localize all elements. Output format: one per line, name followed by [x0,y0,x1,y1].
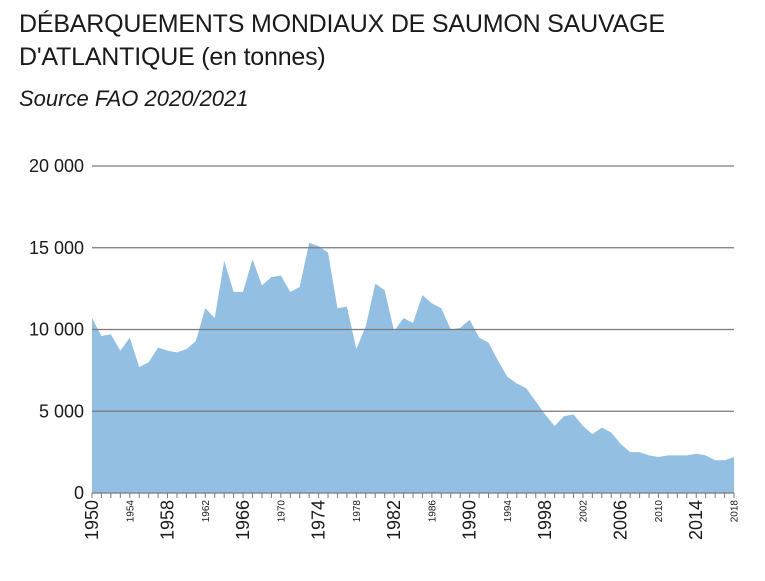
x-tick-label: 1962 [201,500,212,523]
chart-source: Source FAO 2020/2021 [19,86,249,111]
x-tick-label: 1958 [158,500,178,540]
x-tick-label: 1966 [233,500,253,540]
x-tick-label: 1994 [503,500,514,523]
y-tick-label: 5 000 [39,401,84,421]
x-tick-label: 2002 [578,500,589,523]
x-tick-label: 1998 [535,500,555,540]
x-tick-label: 1974 [309,500,329,540]
x-tick-label: 1970 [276,500,287,523]
x-tick-label: 1954 [125,500,136,523]
x-tick-label: 2006 [611,500,631,540]
x-tick-label: 1978 [352,500,363,523]
x-tick-label: 2018 [730,500,741,523]
y-tick-label: 20 000 [29,156,84,176]
x-tick-label: 1950 [82,500,102,540]
x-tick-label: 1990 [460,500,480,540]
y-tick-label: 0 [74,483,84,503]
y-tick-label: 15 000 [29,238,84,258]
x-tick-label: 2014 [686,500,706,540]
chart-title: DÉBARQUEMENTS MONDIAUX DE SAUMON SAUVAGE… [19,8,665,74]
x-tick-label: 1982 [384,500,404,540]
x-tick-label: 2010 [654,500,665,523]
chart-title-line-1: DÉBARQUEMENTS MONDIAUX DE SAUMON SAUVAGE [19,10,665,38]
x-tick-label: 1986 [427,500,438,523]
y-tick-label: 10 000 [29,320,84,340]
chart-title-line-2: D'ATLANTIQUE (en tonnes) [19,43,326,71]
series-area [92,242,734,493]
